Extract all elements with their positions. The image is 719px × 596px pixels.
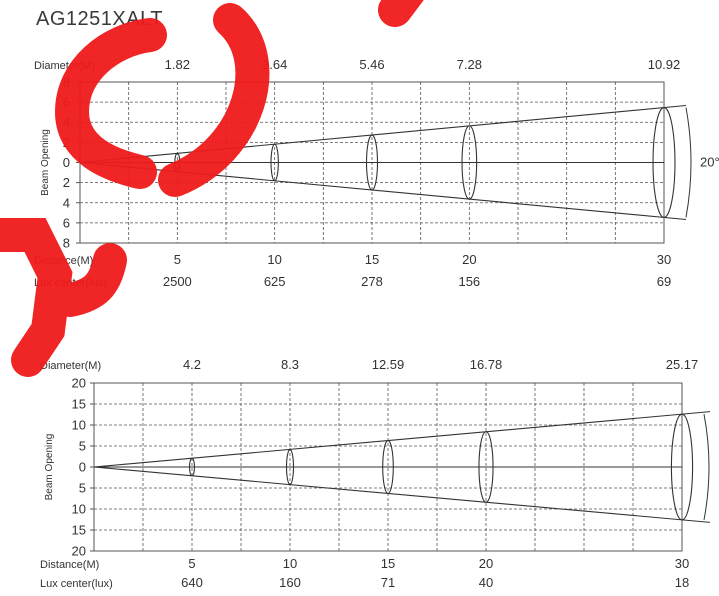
beam-spot-ellipse: [365, 134, 379, 191]
beam-lower-edge: [79, 161, 687, 221]
beam-upper-edge: [79, 104, 687, 164]
y-tick-label: 10: [72, 418, 86, 433]
y-tick-label: 0: [63, 155, 70, 170]
diameter-row-label: Diameter(M): [40, 360, 101, 372]
beam-upper-edge: [93, 411, 711, 468]
beam-chart-2: 20 15 10 5 0 5 10 15 20 Beam Opening 4.2 5 640 8.3 10 1…: [40, 357, 711, 590]
lux-value: 40: [479, 575, 493, 590]
diameter-value: 1.82: [165, 57, 190, 72]
y-tick-label: 15: [72, 397, 86, 412]
diameter-value: 3.64: [262, 57, 287, 72]
y-axis-label: Beam Opening: [40, 129, 51, 196]
beam-spot-ellipse: [270, 143, 279, 182]
lux-row-label: Lux center(lux): [40, 578, 113, 590]
y-tick-label: 6: [63, 95, 70, 110]
lux-value: 71: [381, 575, 395, 590]
y-tick-label: 2: [63, 175, 70, 190]
y-tick-label: 2: [63, 135, 70, 150]
distance-value: 30: [675, 556, 689, 571]
lux-value: 2500: [163, 274, 192, 289]
distance-value: 5: [188, 556, 195, 571]
diameter-value: 25.17: [666, 357, 699, 372]
y-axis-label: Beam Opening: [44, 434, 55, 501]
y-tick-label: 20: [72, 544, 86, 559]
distance-value: 30: [657, 252, 671, 267]
y-tick-label: 4: [63, 115, 70, 130]
lux-value: 278: [361, 274, 383, 289]
beam-angle-label: 20°: [700, 155, 719, 170]
lux-value: 160: [279, 575, 301, 590]
y-tick-label: 10: [72, 502, 86, 517]
diameter-value: 12.59: [372, 357, 405, 372]
distance-value: 10: [283, 556, 297, 571]
beam-spot-ellipse: [188, 457, 196, 477]
y-tick-label: 20: [72, 376, 86, 391]
beam-spot-ellipse: [382, 440, 394, 494]
beam-spot-ellipse: [461, 125, 478, 200]
y-tick-label: 5: [79, 481, 86, 496]
distance-row-label: Distance(M): [40, 559, 99, 571]
beam-spot-ellipse: [285, 449, 295, 485]
lux-value: 625: [264, 274, 286, 289]
distance-value: 20: [462, 252, 476, 267]
beam-spot-ellipse: [670, 413, 694, 521]
lux-row-label: Lux center(lux): [34, 277, 107, 289]
distance-value: 10: [267, 252, 281, 267]
distance-value: 20: [479, 556, 493, 571]
distance-value: 15: [381, 556, 395, 571]
lux-value: 640: [181, 575, 203, 590]
y-tick-label: 8: [63, 236, 70, 251]
lux-value: 156: [458, 274, 480, 289]
distance-value: 15: [365, 252, 379, 267]
diameter-row-label: Diameter(M): [34, 60, 95, 72]
y-tick-label: 8: [63, 75, 70, 90]
y-tick-label: 5: [79, 439, 86, 454]
beam-lower-edge: [93, 466, 711, 523]
beam-angle-arc: [685, 107, 692, 218]
beam-angle-arc: [703, 414, 710, 520]
diameter-value: 16.78: [470, 357, 503, 372]
diameter-value: 8.3: [281, 357, 299, 372]
diameter-value: 5.46: [359, 57, 384, 72]
diameter-value: 7.28: [457, 57, 482, 72]
beam-spot-ellipse: [652, 107, 676, 218]
y-tick-label: 4: [63, 195, 70, 210]
y-tick-label: 0: [79, 460, 86, 475]
distance-row-label: Distance(M): [34, 255, 93, 267]
distance-value: 5: [174, 252, 181, 267]
lux-value: 69: [657, 274, 671, 289]
y-tick-label: 6: [63, 215, 70, 230]
beam-spot-ellipse: [478, 431, 494, 503]
diameter-value: 10.92: [648, 57, 681, 72]
diameter-value: 4.2: [183, 357, 201, 372]
lux-value: 18: [675, 575, 689, 590]
y-tick-label: 15: [72, 523, 86, 538]
